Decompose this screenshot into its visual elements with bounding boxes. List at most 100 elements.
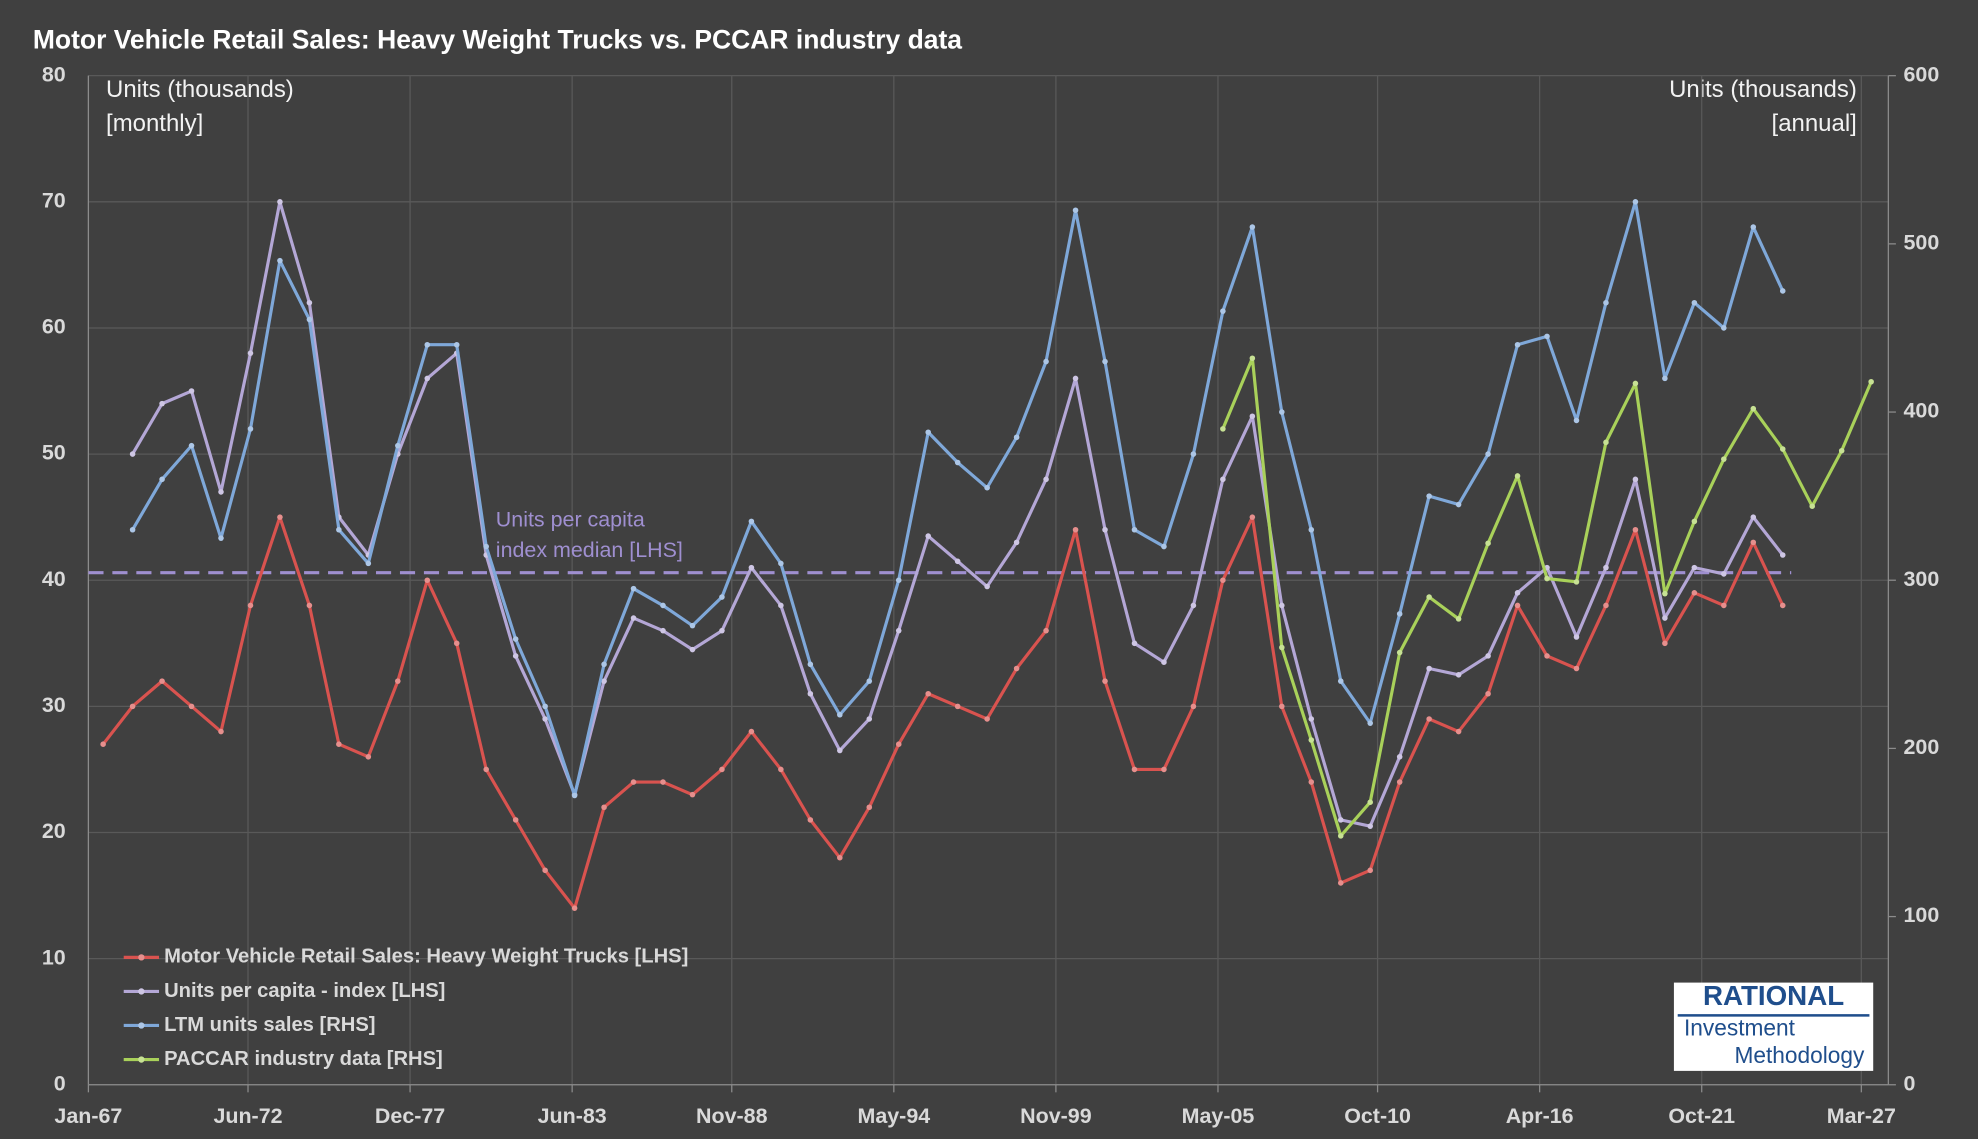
series-marker: [984, 484, 990, 491]
series-marker: [1161, 766, 1167, 773]
series-marker: [1072, 375, 1079, 382]
series-marker: [1662, 375, 1668, 382]
series-marker: [1426, 493, 1432, 499]
series-marker: [1779, 446, 1786, 452]
series-marker: [1249, 224, 1256, 230]
series-marker: [807, 817, 814, 823]
y2-tick-label: 500: [1903, 231, 1939, 255]
series-marker: [1779, 602, 1786, 609]
legend-swatch-marker: [138, 954, 145, 961]
series-marker: [1514, 602, 1521, 609]
series-marker: [1220, 577, 1226, 583]
legend-item: Units per capita - index [LHS]: [123, 980, 445, 1002]
series-marker: [1102, 678, 1108, 684]
legend-label: LTM units sales [RHS]: [164, 1014, 375, 1036]
series-marker: [277, 514, 283, 520]
series-marker: [1013, 665, 1020, 672]
series-marker: [218, 728, 224, 735]
series-marker: [1750, 539, 1757, 546]
series-marker: [1396, 649, 1403, 656]
series-marker: [1043, 476, 1049, 483]
series-marker: [395, 678, 401, 684]
legend-label: PACCAR industry data [RHS]: [164, 1048, 443, 1070]
series-marker: [1279, 602, 1285, 609]
y-tick-label: 80: [42, 62, 66, 86]
y2-tick-label: 300: [1903, 567, 1939, 591]
series-marker: [660, 602, 666, 609]
series-marker: [1632, 199, 1639, 205]
series-marker: [1603, 299, 1609, 306]
series-marker: [1455, 728, 1462, 735]
series-marker: [1308, 779, 1315, 785]
legend-item: PACCAR industry data [RHS]: [123, 1048, 443, 1070]
series-marker: [1426, 594, 1432, 600]
y2-tick-label: 100: [1903, 903, 1939, 927]
series-marker: [925, 533, 931, 539]
series-marker: [1514, 473, 1521, 479]
series-marker: [1131, 766, 1138, 773]
logo-text: Investment: [1684, 1014, 1796, 1040]
series-marker: [630, 779, 637, 785]
x-tick-label: May-05: [1182, 1104, 1255, 1128]
series-marker: [1662, 615, 1668, 621]
series-marker: [1308, 737, 1315, 743]
series-marker: [453, 341, 460, 348]
series-marker: [277, 199, 283, 205]
legend-item: LTM units sales [RHS]: [123, 1014, 376, 1036]
series-marker: [1249, 413, 1256, 420]
y2-tick-label: 600: [1903, 62, 1939, 86]
series-marker: [247, 350, 254, 356]
series-marker: [1161, 543, 1167, 550]
y-tick-label: 20: [42, 819, 66, 843]
series-marker: [1544, 575, 1550, 582]
series-marker: [1367, 720, 1373, 726]
x-tick-label: Apr-16: [1506, 1104, 1574, 1128]
logo-text: RATIONAL: [1703, 980, 1844, 1011]
series-marker: [748, 728, 755, 735]
series-marker: [512, 653, 519, 659]
series-marker: [837, 711, 843, 718]
series-marker: [1573, 417, 1580, 424]
series-marker: [1220, 308, 1226, 314]
series-marker: [424, 375, 431, 382]
series-marker: [1544, 333, 1550, 340]
series-marker: [601, 661, 607, 668]
y2-axis-label: [annual]: [1772, 110, 1857, 137]
series-marker: [1485, 451, 1491, 457]
series-marker: [1662, 640, 1668, 647]
series-marker: [1750, 514, 1757, 520]
series-marker: [188, 703, 195, 710]
series-marker: [601, 678, 607, 684]
series-marker: [483, 543, 489, 550]
series-marker: [1337, 817, 1344, 823]
legend-label: Units per capita - index [LHS]: [164, 980, 445, 1002]
series-marker: [365, 754, 372, 760]
series-marker: [1750, 405, 1757, 412]
series-marker: [660, 779, 666, 785]
series-marker: [1455, 616, 1462, 622]
series-marker: [1072, 207, 1079, 214]
y-tick-label: 40: [42, 567, 66, 591]
series-marker: [719, 594, 725, 600]
series-marker: [837, 747, 843, 754]
series-marker: [748, 518, 755, 525]
series-line: [101, 515, 1785, 910]
legend-swatch-marker: [138, 1056, 145, 1063]
logo: RATIONAL Investment Methodology: [1673, 980, 1874, 1071]
logo-text: Methodology: [1734, 1042, 1865, 1068]
series-marker: [1279, 409, 1285, 415]
x-tick-label: Dec-77: [375, 1104, 445, 1128]
series-marker: [512, 817, 519, 823]
series-marker: [1072, 526, 1079, 533]
series-marker: [1190, 602, 1197, 609]
series-marker: [1367, 867, 1373, 874]
series-marker: [1396, 611, 1403, 617]
series-marker: [100, 741, 106, 747]
series-marker: [1013, 539, 1020, 546]
series-marker: [277, 257, 283, 264]
series-marker: [1750, 224, 1757, 230]
series-marker: [159, 476, 165, 483]
series-marker: [1279, 703, 1285, 710]
series-marker: [1426, 665, 1432, 672]
